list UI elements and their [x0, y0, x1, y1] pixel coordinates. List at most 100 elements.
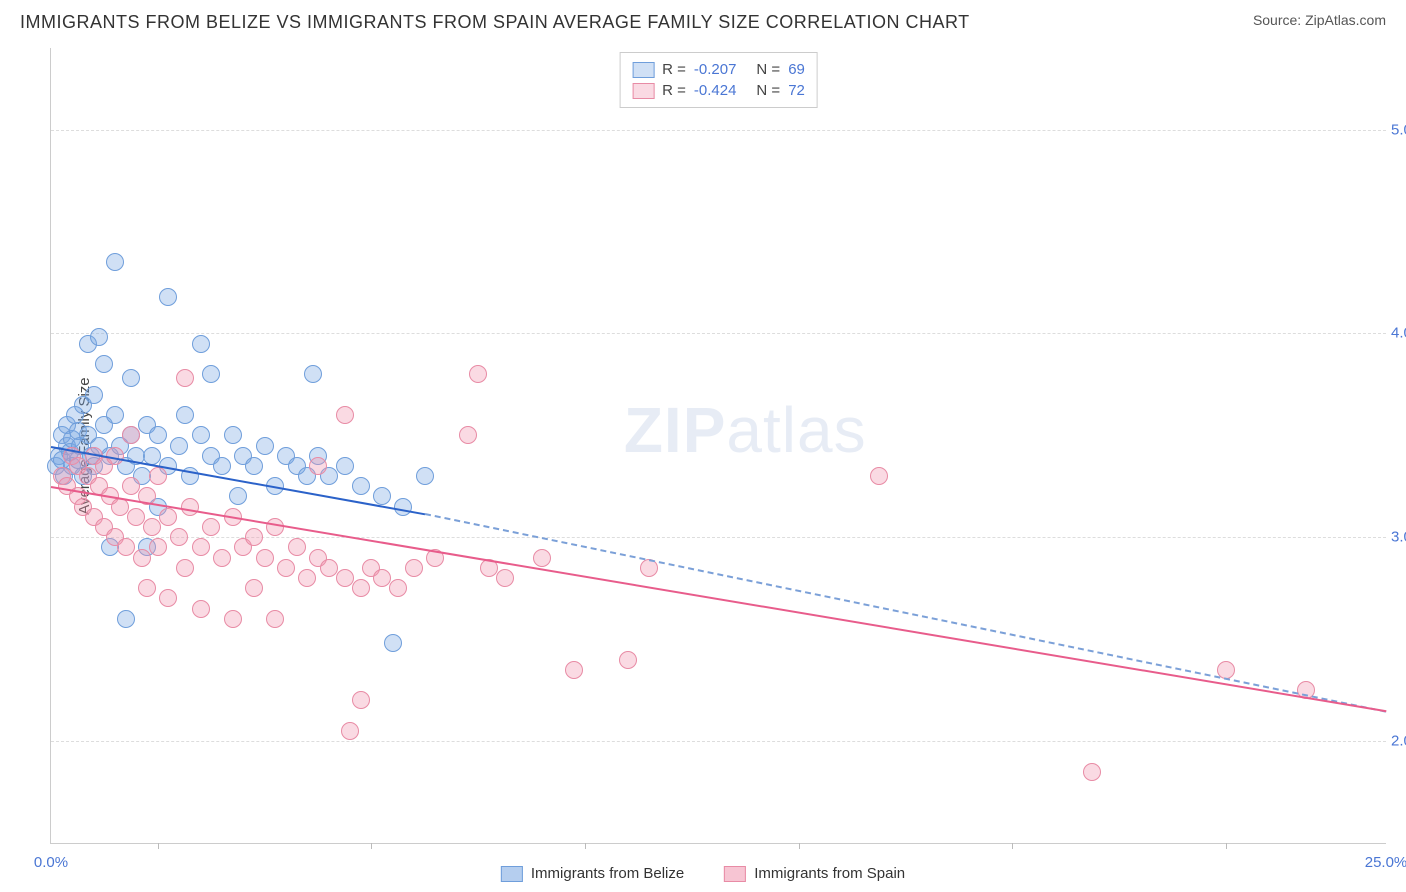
x-tick-label: 0.0%	[34, 854, 68, 871]
source-label: Source: ZipAtlas.com	[1253, 12, 1386, 28]
data-point	[192, 335, 210, 353]
data-point	[352, 579, 370, 597]
data-point	[117, 610, 135, 628]
data-point	[416, 467, 434, 485]
y-tick-label: 2.00	[1391, 733, 1406, 750]
data-point	[245, 579, 263, 597]
x-minor-tick	[158, 843, 159, 849]
data-point	[224, 426, 242, 444]
data-point	[213, 457, 231, 475]
data-point	[336, 569, 354, 587]
data-point	[405, 559, 423, 577]
data-point	[384, 634, 402, 652]
legend-label: Immigrants from Spain	[754, 865, 905, 882]
legend-item: Immigrants from Belize	[501, 865, 684, 882]
data-point	[394, 498, 412, 516]
data-point	[192, 600, 210, 618]
trend-line	[51, 486, 1386, 712]
data-point	[288, 538, 306, 556]
data-point	[95, 355, 113, 373]
y-tick-label: 4.00	[1391, 325, 1406, 342]
data-point	[373, 487, 391, 505]
data-point	[389, 579, 407, 597]
data-point	[90, 328, 108, 346]
data-point	[1083, 763, 1101, 781]
data-point	[496, 569, 514, 587]
y-tick-label: 3.00	[1391, 529, 1406, 546]
legend-r-label: R =	[662, 82, 686, 99]
legend-row: R = -0.424N = 72	[632, 80, 805, 101]
legend-r-label: R =	[662, 61, 686, 78]
data-point	[213, 549, 231, 567]
data-point	[309, 457, 327, 475]
data-point	[373, 569, 391, 587]
data-point	[133, 549, 151, 567]
x-minor-tick	[1012, 843, 1013, 849]
x-minor-tick	[1226, 843, 1227, 849]
data-point	[245, 457, 263, 475]
data-point	[459, 426, 477, 444]
data-point	[256, 549, 274, 567]
legend-label: Immigrants from Belize	[531, 865, 684, 882]
data-point	[202, 518, 220, 536]
data-point	[170, 437, 188, 455]
data-point	[176, 406, 194, 424]
data-point	[352, 477, 370, 495]
x-minor-tick	[371, 843, 372, 849]
legend-swatch	[724, 866, 746, 882]
data-point	[277, 559, 295, 577]
data-point	[122, 426, 140, 444]
data-point	[181, 498, 199, 516]
data-point	[138, 579, 156, 597]
data-point	[170, 528, 188, 546]
data-point	[336, 406, 354, 424]
data-point	[229, 487, 247, 505]
legend-n-value: 69	[788, 61, 805, 78]
data-point	[122, 477, 140, 495]
legend-n-value: 72	[788, 82, 805, 99]
data-point	[245, 528, 263, 546]
data-point	[176, 369, 194, 387]
legend-row: R = -0.207N = 69	[632, 59, 805, 80]
data-point	[304, 365, 322, 383]
scatter-chart: Average Family Size ZIPatlas R = -0.207N…	[50, 48, 1386, 844]
data-point	[176, 559, 194, 577]
data-point	[341, 722, 359, 740]
data-point	[469, 365, 487, 383]
data-point	[870, 467, 888, 485]
gridline	[51, 130, 1386, 131]
legend-swatch	[632, 83, 654, 99]
data-point	[320, 559, 338, 577]
data-point	[159, 508, 177, 526]
data-point	[117, 538, 135, 556]
data-point	[202, 365, 220, 383]
watermark: ZIPatlas	[624, 393, 867, 467]
data-point	[192, 426, 210, 444]
data-point	[533, 549, 551, 567]
data-point	[85, 386, 103, 404]
legend-r-value: -0.207	[694, 61, 737, 78]
data-point	[149, 538, 167, 556]
data-point	[336, 457, 354, 475]
data-point	[266, 518, 284, 536]
legend-n-label: N =	[756, 82, 780, 99]
series-legend: Immigrants from Belize Immigrants from Sp…	[501, 865, 905, 882]
gridline	[51, 741, 1386, 742]
legend-item: Immigrants from Spain	[724, 865, 905, 882]
legend-swatch	[632, 62, 654, 78]
data-point	[159, 589, 177, 607]
data-point	[298, 569, 316, 587]
data-point	[143, 518, 161, 536]
x-minor-tick	[799, 843, 800, 849]
data-point	[122, 369, 140, 387]
legend-swatch	[501, 866, 523, 882]
x-minor-tick	[585, 843, 586, 849]
data-point	[256, 437, 274, 455]
data-point	[106, 406, 124, 424]
page-title: IMMIGRANTS FROM BELIZE VS IMMIGRANTS FRO…	[20, 12, 970, 33]
gridline	[51, 333, 1386, 334]
data-point	[143, 447, 161, 465]
trend-line	[425, 513, 1387, 713]
data-point	[266, 610, 284, 628]
data-point	[352, 691, 370, 709]
